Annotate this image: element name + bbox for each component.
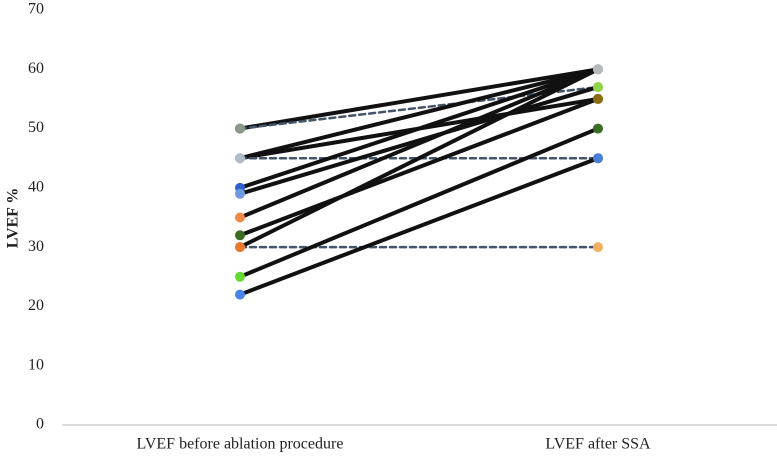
y-tick-label: 20 (28, 297, 44, 314)
marker (593, 64, 603, 75)
y-tick-label: 10 (28, 356, 44, 373)
marker (593, 153, 603, 164)
marker (235, 153, 245, 164)
marker (235, 212, 245, 223)
patient-line (238, 67, 600, 161)
y-tick-label: 50 (28, 119, 44, 136)
patient-line (238, 67, 600, 190)
marker (235, 230, 245, 241)
marker (593, 123, 603, 134)
patient-line (238, 126, 600, 279)
y-tick-label: 30 (28, 238, 44, 255)
patient-line (238, 67, 600, 250)
x-tick-label: LVEF before ablation procedure (137, 436, 344, 453)
patient-line (238, 96, 600, 238)
marker (235, 242, 245, 253)
patient-line (238, 156, 600, 297)
marker (235, 188, 245, 199)
y-tick-label: 70 (28, 1, 44, 18)
y-tick-label: 0 (36, 416, 44, 433)
y-axis-label: LVEF % (5, 188, 22, 249)
x-tick-label: LVEF after SSA (545, 436, 651, 453)
patient-line (238, 67, 600, 131)
patient-line (238, 85, 600, 196)
marker (235, 123, 245, 134)
y-tick-label: 60 (28, 60, 44, 77)
patient-line (238, 67, 600, 220)
marker (593, 93, 603, 104)
marker (593, 242, 603, 253)
y-tick-label: 40 (28, 179, 44, 196)
marker (235, 289, 245, 300)
marker (235, 271, 245, 282)
marker (593, 82, 603, 93)
